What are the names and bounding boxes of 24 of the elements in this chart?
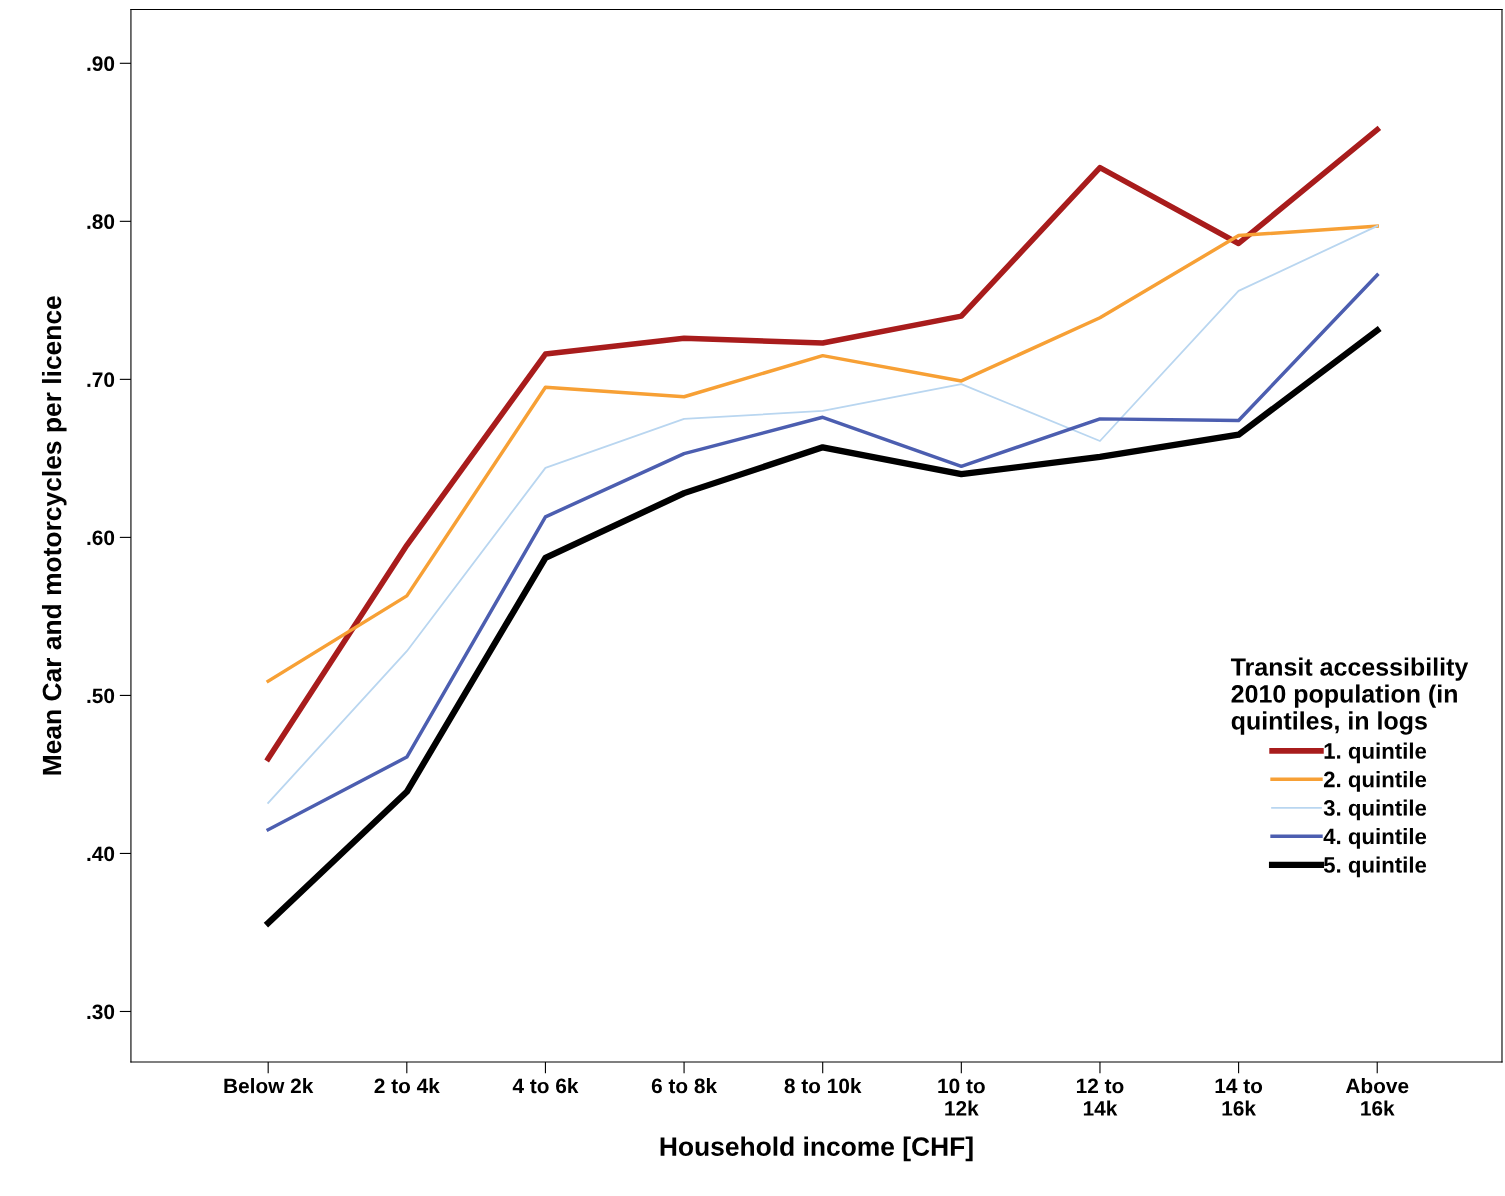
y-tick-label: .50 <box>87 688 115 704</box>
legend-label: 2. quintile <box>1323 771 1427 792</box>
legend-label: 3. quintile <box>1323 799 1427 821</box>
y-tick-label: .30 <box>87 1004 115 1020</box>
legend-label: 4. quintile <box>1323 828 1427 849</box>
legend-label: 1. quintile <box>1324 742 1427 764</box>
y-tick-label: .90 <box>87 56 115 72</box>
x-tick-label: Below 2k <box>224 1078 314 1094</box>
x-tick-label: 4 to 6k <box>512 1078 579 1094</box>
y-tick-label: .60 <box>87 530 115 546</box>
x-tick-label: Above 16k <box>1345 1078 1409 1116</box>
x-tick-label: 8 to 10k <box>784 1078 862 1094</box>
legend-title: Transit accessibility 2010 population (in quintiles, in logs <box>1230 657 1469 735</box>
x-tick-label: 12 to 14k <box>1076 1078 1124 1116</box>
x-axis-title: Household income [CHF] <box>660 1136 973 1162</box>
x-tick-label: 10 to 12k <box>938 1078 985 1116</box>
x-tick-label: 14 to 16k <box>1215 1078 1263 1116</box>
y-axis-title: Mean Car and motorcycles per licence <box>41 296 67 775</box>
y-tick-label: .80 <box>87 214 115 230</box>
x-tick-label: 2 to 4k <box>374 1078 440 1094</box>
y-tick-label: .70 <box>87 372 115 388</box>
y-tick-label: .40 <box>87 846 115 862</box>
x-tick-label: 6 to 8k <box>651 1078 718 1094</box>
legend-label: 5. quintile <box>1323 856 1427 878</box>
